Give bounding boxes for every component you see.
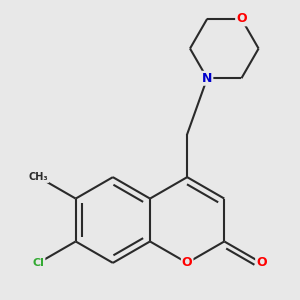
Text: O: O	[236, 12, 247, 25]
Text: O: O	[182, 256, 193, 269]
Text: CH₃: CH₃	[29, 172, 48, 182]
Text: Cl: Cl	[33, 258, 44, 268]
Text: O: O	[256, 256, 267, 269]
Text: N: N	[202, 72, 212, 85]
